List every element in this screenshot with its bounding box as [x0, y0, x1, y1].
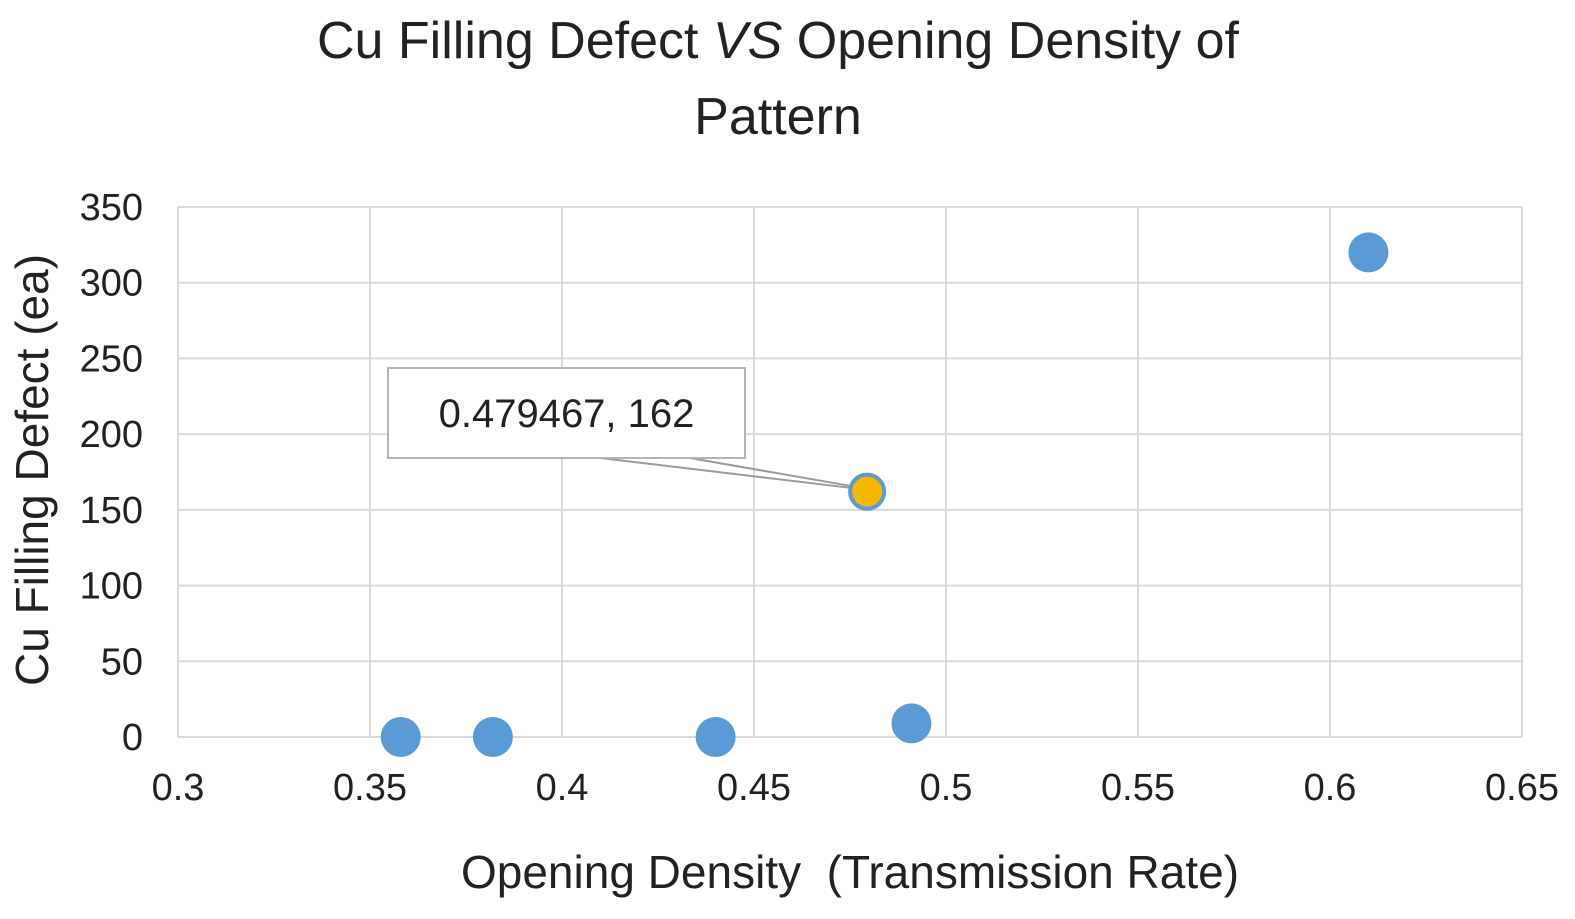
callout-leader-line	[689, 457, 850, 487]
data-point[interactable]	[380, 717, 421, 757]
data-point-highlighted[interactable]	[848, 472, 887, 511]
x-tick-label: 0.5	[920, 767, 973, 809]
callout-box	[387, 367, 746, 459]
y-tick-label: 100	[80, 566, 143, 608]
data-point[interactable]	[1348, 232, 1389, 273]
callout-leader-line	[599, 457, 850, 489]
tick-labels: 0.3 0.35 0.4 0.45 0.5 0.55 0.6 0.65 0 50 100 150 200…	[80, 187, 1559, 809]
chart-title-part-2: VS	[713, 12, 783, 70]
y-tick-label: 300	[80, 263, 143, 305]
chart-title-line-2: Pattern	[694, 88, 862, 146]
x-tick-label: 0.35	[333, 767, 407, 809]
y-tick-label: 0	[122, 717, 143, 759]
chart-title-part-1: Cu Filling Defect	[317, 12, 713, 70]
x-tick-label: 0.6	[1304, 767, 1357, 809]
data-point[interactable]	[891, 703, 932, 744]
y-axis-label: Cu Filling Defect (ea)	[6, 254, 58, 686]
x-tick-label: 0.55	[1101, 767, 1175, 809]
x-tick-label: 0.65	[1485, 767, 1559, 809]
data-point[interactable]	[472, 717, 513, 757]
x-tick-label: 0.45	[717, 767, 791, 809]
y-tick-label: 150	[80, 490, 143, 532]
y-tick-label: 250	[80, 338, 143, 380]
callout-label: 0.479467, 162	[439, 392, 695, 436]
x-axis-label: Opening Density (Transmission Rate)	[461, 846, 1239, 898]
data-points	[380, 232, 1389, 757]
chart-title-part-3: Opening Density of	[782, 12, 1239, 70]
data-point[interactable]	[695, 717, 736, 757]
y-tick-label: 350	[80, 187, 143, 229]
data-callout: 0.479467, 162	[387, 367, 850, 489]
grid-lines	[177, 206, 1523, 738]
x-tick-label: 0.4	[536, 767, 589, 809]
chart-title-line-1: Cu Filling Defect VS Opening Density of	[317, 12, 1240, 70]
y-tick-label: 200	[80, 414, 143, 456]
y-tick-label: 50	[101, 641, 143, 683]
x-tick-label: 0.3	[152, 767, 205, 809]
